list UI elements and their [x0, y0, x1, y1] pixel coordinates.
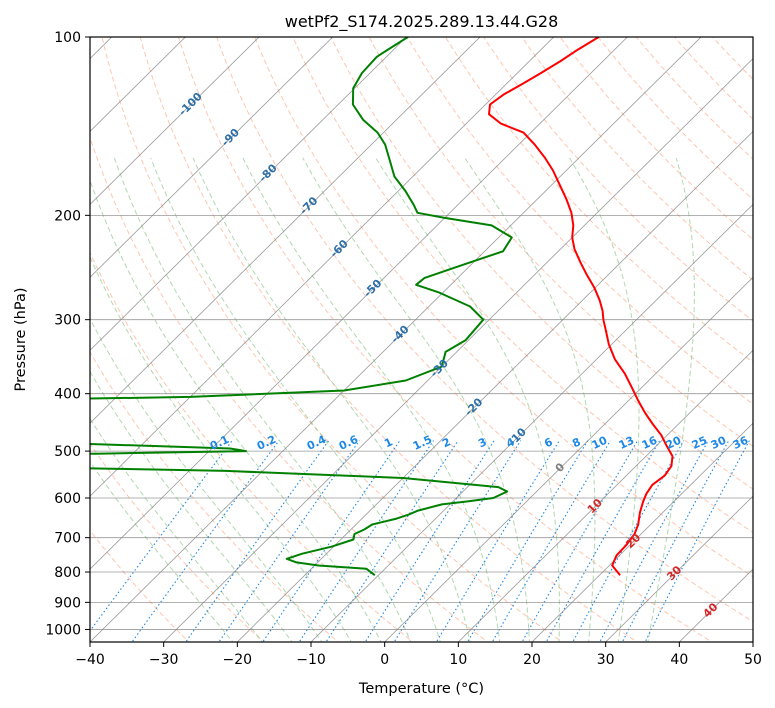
temperature-profile-line: [488, 37, 674, 576]
dry-adiabat: [368, 37, 753, 447]
dry-adiabat: [90, 442, 265, 642]
dry-adiabat: [90, 251, 414, 642]
mixing-ratio-label: 25: [690, 434, 709, 452]
mixing-ratio-line: [491, 440, 611, 642]
y-tick-label: 500: [54, 444, 81, 460]
dry-adiabat: [177, 37, 713, 642]
mixing-ratio-line: [185, 440, 330, 642]
dry-adiabat: [90, 136, 489, 642]
mixing-ratio-line: [572, 440, 685, 642]
isotherm-line: [90, 37, 260, 205]
isotherm-line: [310, 203, 753, 642]
dry-adiabat: [406, 37, 753, 405]
mixing-ratio-label: 30: [709, 434, 729, 452]
y-tick-label: 300: [54, 313, 81, 329]
x-tick-label: 50: [744, 652, 762, 668]
dry-adiabat: [90, 529, 190, 642]
mixing-ratio-label: 20: [664, 434, 684, 452]
x-tick-label: 30: [597, 652, 615, 668]
mixing-ratio-label: 13: [617, 434, 636, 452]
mixing-ratio-label: 10: [590, 434, 610, 452]
mixing-ratio-line: [131, 440, 280, 642]
moist-adiabat: [90, 179, 382, 642]
profile-series: [90, 37, 674, 576]
mixing-ratio-line: [298, 440, 434, 642]
x-tick-label: 0: [380, 652, 389, 668]
mixing-ratio-line: [435, 440, 560, 642]
dry-adiabat: [444, 37, 753, 363]
mixing-ratio-line: [621, 440, 730, 642]
mixing-ratio-line: [364, 440, 495, 642]
mixing-ratio-line: [393, 440, 522, 642]
moist-adiabat: [375, 157, 560, 642]
isotherms: [90, 37, 753, 642]
moist-adiabat: [464, 157, 596, 642]
isotherm-line: [163, 57, 753, 642]
plot-frame: [89, 36, 754, 643]
mixing-ratio-label: 36: [731, 434, 751, 452]
x-tick-label: −20: [223, 652, 253, 668]
isotherm-line: [236, 130, 753, 642]
y-axis: 100 200 300 400 500 600 700 800 900 1000: [45, 30, 90, 638]
x-axis: −40 −30 −20 −10 0 10 20 30 40 50: [75, 642, 762, 668]
dry-adiabat: [139, 37, 638, 642]
y-tick-label: 600: [54, 491, 81, 507]
x-tick-label: 40: [670, 652, 688, 668]
mixing-ratio-line: [521, 440, 639, 642]
moist-adiabat: [90, 460, 234, 642]
mixing-ratio-line: [262, 440, 401, 642]
y-tick-label: 700: [54, 531, 81, 547]
isotherm-line: [90, 37, 407, 351]
isotherm-line: [605, 495, 753, 642]
moist-adiabat: [90, 370, 293, 642]
x-tick-label: −30: [149, 652, 179, 668]
isotherm-line: [457, 349, 753, 642]
dry-adiabat: [635, 37, 753, 160]
mixing-ratio-label: 16: [640, 434, 660, 452]
mixing-ratio-line: [644, 440, 750, 642]
isotherm-line: [384, 276, 753, 642]
chart-title: wetPf2_S174.2025.289.13.44.G28: [285, 12, 559, 32]
dry-adiabat: [597, 37, 753, 200]
isotherm-line: [90, 37, 186, 133]
mixing-ratio-line: [325, 440, 459, 642]
isotherm-line: [531, 422, 753, 642]
moist-adiabat: [150, 157, 441, 642]
isotherm-line: [90, 37, 555, 497]
moist-adiabat: [90, 317, 323, 642]
x-tick-label: 10: [449, 652, 467, 668]
plot-area: [90, 37, 753, 642]
dry-adiabat: [521, 37, 753, 281]
mixing-ratio-line: [599, 440, 709, 642]
isotherm-line: [90, 37, 334, 278]
dry-adiabat: [254, 37, 753, 578]
isotherm-line: [90, 37, 702, 642]
isotherm-line: [90, 37, 628, 570]
x-tick-label: −10: [296, 652, 326, 668]
moist-adiabat: [113, 157, 412, 642]
x-axis-label: Temperature (°C): [358, 681, 484, 697]
dewpoint-profile-line: [90, 37, 513, 576]
moist-adiabat: [90, 417, 264, 642]
y-tick-label: 400: [54, 387, 81, 403]
x-tick-label: 20: [523, 652, 541, 668]
x-tick-label: −40: [75, 652, 105, 668]
y-axis-label: Pressure (hPa): [13, 287, 29, 391]
y-tick-label: 100: [54, 30, 81, 46]
y-tick-label: 200: [54, 208, 81, 224]
y-tick-label: 800: [54, 565, 81, 581]
isotherm-line: [90, 37, 481, 424]
y-tick-label: 900: [54, 595, 81, 611]
isobars: [90, 37, 753, 630]
dry-adiabat: [101, 37, 564, 642]
dry-adiabat: [330, 37, 753, 490]
isotherm-line: [752, 641, 753, 642]
y-tick-label: 1000: [45, 622, 81, 638]
moist-adiabat: [90, 255, 352, 642]
